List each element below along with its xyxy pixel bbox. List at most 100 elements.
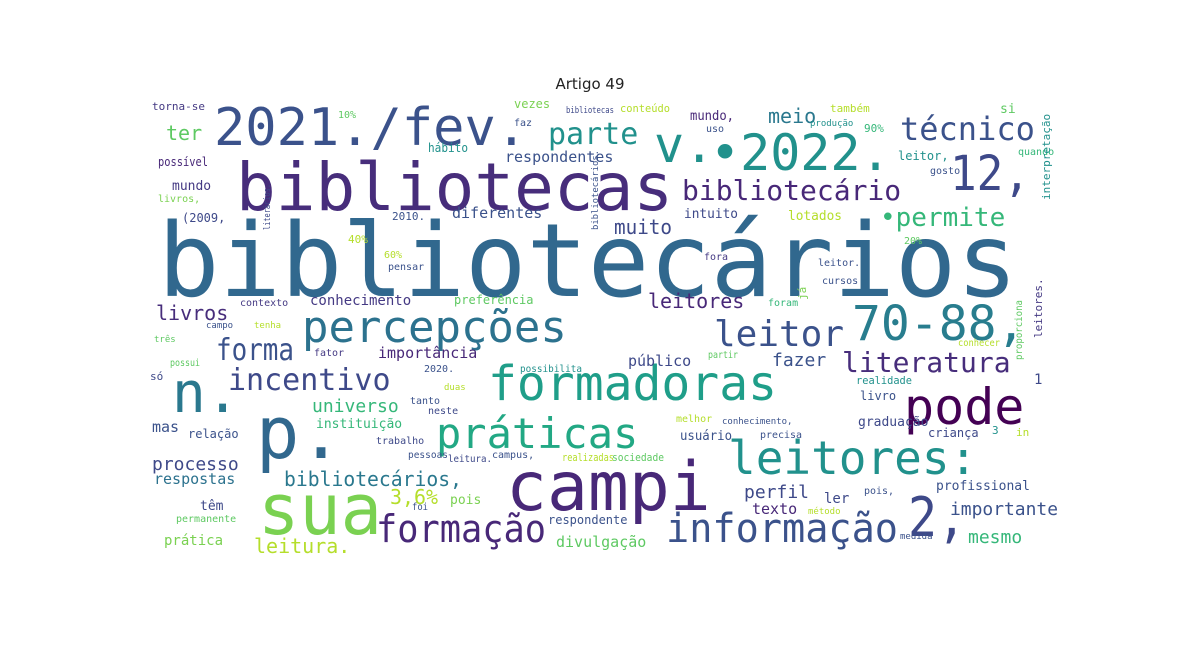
word-46: divulgação <box>556 533 646 551</box>
word-67: criança <box>928 426 979 440</box>
word-65: ler <box>824 491 849 507</box>
word-12: 70-88, <box>852 296 1025 352</box>
word-122: campus, <box>492 450 534 461</box>
word-55: intuito <box>684 207 738 222</box>
word-33: universo <box>312 396 399 417</box>
word-130: 1 <box>1034 372 1042 388</box>
word-18: incentivo <box>228 363 391 398</box>
word-52: profissional <box>936 479 1030 494</box>
word-96: leitor. <box>818 258 860 269</box>
word-49: texto <box>752 500 797 518</box>
word-92: 60% <box>384 250 402 261</box>
word-128: permanente <box>176 514 236 525</box>
word-4: v. <box>654 116 714 174</box>
word-107: possibilita <box>520 364 582 375</box>
word-9: bibliotecário <box>682 174 901 207</box>
word-5: •2022. <box>710 124 891 182</box>
word-110: realidade <box>856 374 912 387</box>
word-69: respondente <box>548 513 627 527</box>
word-45: diferentes <box>452 204 542 222</box>
word-68: livro <box>860 389 896 403</box>
word-54: mundo, <box>690 109 734 124</box>
word-78: produção <box>810 119 853 129</box>
word-57: graduação <box>858 415 928 430</box>
word-21: práticas <box>436 409 638 458</box>
word-1: bibliotecários <box>158 202 1018 321</box>
word-83: quando <box>1018 147 1054 158</box>
word-80: faz <box>514 118 532 129</box>
word-94: pensar <box>388 262 424 273</box>
word-104: fator <box>314 348 344 359</box>
word-36: bibliotecários, <box>284 467 462 491</box>
word-22: leitores: <box>728 431 977 485</box>
word-89: interpretação <box>1040 114 1053 200</box>
word-39: leitura. <box>254 534 350 558</box>
word-14: forma <box>216 333 294 368</box>
word-30: livros <box>156 301 228 325</box>
word-41: importante <box>950 499 1058 520</box>
word-106: 2020. <box>424 364 454 375</box>
word-82: gosto <box>930 166 960 177</box>
word-43: conhecimento <box>310 293 411 309</box>
word-115: neste <box>428 406 458 417</box>
word-7: técnico <box>900 110 1035 148</box>
word-114: tanto <box>410 396 440 407</box>
word-126: foi <box>412 502 428 513</box>
word-85: (2009, <box>182 211 225 225</box>
word-26: formação <box>376 507 546 551</box>
word-113: duas <box>444 383 466 393</box>
word-60: hábito <box>428 141 468 155</box>
word-15: literatura <box>842 346 1011 379</box>
word-132: in <box>1016 426 1029 439</box>
word-102: tenha <box>254 321 281 331</box>
word-73: bibliotecas <box>566 106 614 116</box>
word-70: torna-se <box>152 100 205 113</box>
word-116: melhor <box>676 414 712 425</box>
word-53: mundo <box>172 179 211 194</box>
word-93: 20% <box>904 236 922 247</box>
word-79: 90% <box>864 122 884 135</box>
word-38: 3,6% <box>390 485 438 509</box>
word-40: mesmo <box>968 527 1022 548</box>
word-87: literários. <box>263 184 273 230</box>
word-101: campo <box>206 321 233 331</box>
word-95: fora <box>704 252 728 263</box>
word-125: pois, <box>864 486 894 497</box>
word-119: trabalho <box>376 436 424 447</box>
word-61: possível <box>158 155 208 169</box>
word-48: público <box>628 352 691 370</box>
word-127: método <box>808 506 841 517</box>
word-31: meio <box>768 104 816 128</box>
word-3: 2021./fev. <box>214 98 527 158</box>
word-64: pois <box>450 493 481 508</box>
word-25: 2, <box>908 486 966 549</box>
word-97: cursos <box>822 276 858 287</box>
word-51: prática <box>164 533 223 549</box>
word-76: si <box>1000 102 1016 117</box>
word-98: contexto <box>240 298 288 309</box>
word-84: livros, <box>158 194 200 205</box>
word-121: leitura. <box>448 454 492 465</box>
word-59: lotados <box>788 209 842 224</box>
word-47: importância <box>378 344 477 362</box>
word-71: 10% <box>338 110 356 121</box>
word-20: pode <box>904 378 1024 436</box>
word-44: respostas <box>154 470 235 488</box>
figure-title: Artigo 49 <box>555 75 625 93</box>
word-120: pessoas <box>408 450 448 461</box>
word-16: n. <box>172 361 239 426</box>
word-111: proporciona <box>1014 300 1025 360</box>
word-91: 40% <box>348 233 368 246</box>
word-13: leitor <box>714 314 844 355</box>
word-58: usuário <box>680 429 732 444</box>
word-118: precisa <box>760 430 802 441</box>
word-56: instituição <box>316 417 402 432</box>
word-74: conteúdo <box>620 102 670 115</box>
word-27: informação <box>666 506 898 552</box>
word-112: só <box>150 370 163 383</box>
word-35: processo <box>152 454 239 475</box>
word-72: vezes <box>514 97 550 111</box>
word-81: leitor, <box>898 149 949 163</box>
word-131: 3 <box>992 424 999 437</box>
